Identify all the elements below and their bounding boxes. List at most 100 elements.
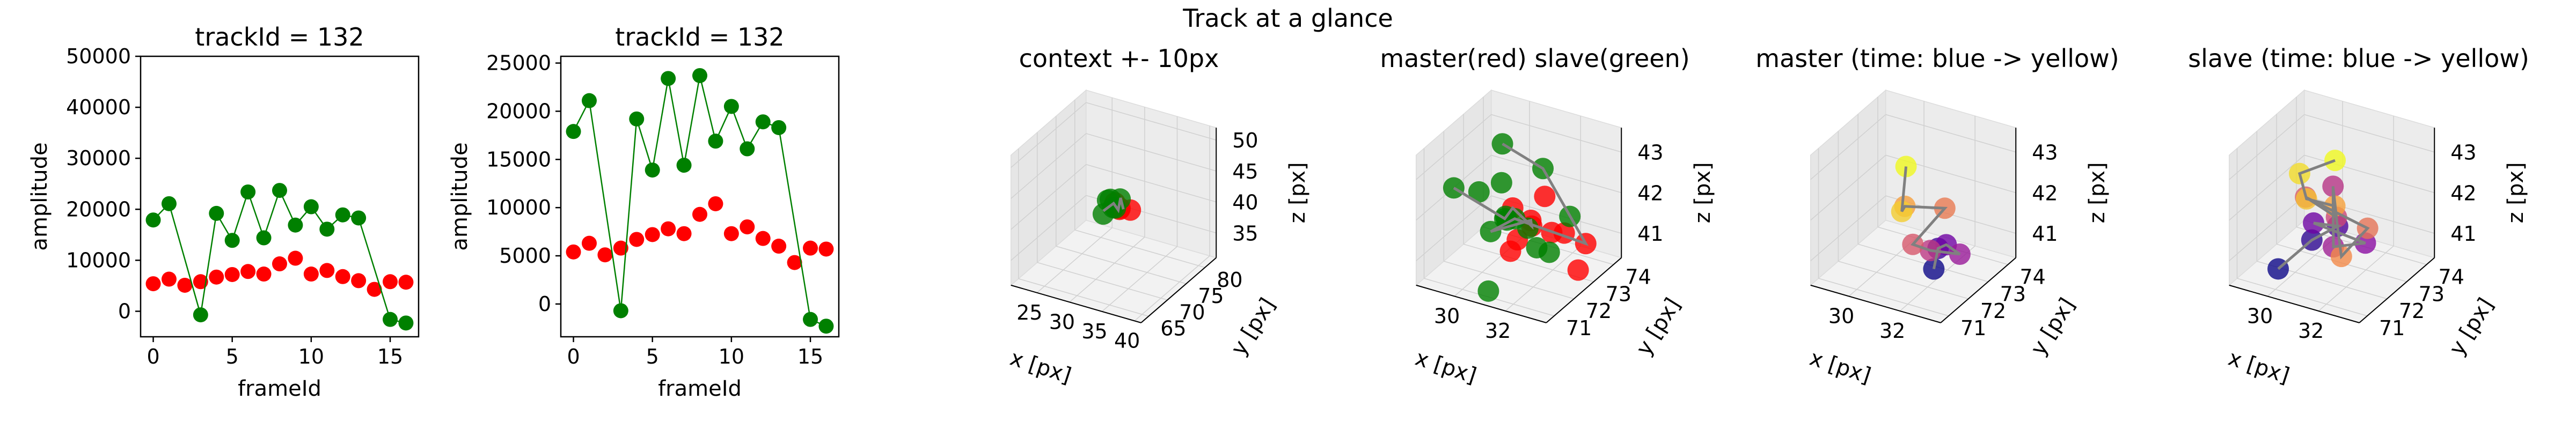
data-point <box>240 264 256 279</box>
grid-line <box>1074 230 1205 268</box>
data-point <box>319 221 335 237</box>
grid-line <box>2229 114 2305 180</box>
data-point <box>723 226 739 241</box>
grid-line <box>1857 243 1988 283</box>
grid-line <box>2304 114 2435 153</box>
x-tick-label: 15 <box>377 345 403 368</box>
data-point <box>661 221 676 236</box>
data-point <box>177 277 193 293</box>
data-point <box>740 141 755 157</box>
data-point <box>193 307 208 323</box>
z-tick-label: 41 <box>1637 222 1663 246</box>
data-point <box>1923 258 1945 280</box>
chart-title: context +- 10px <box>1019 44 1219 73</box>
x-tick-label: 10 <box>719 345 744 368</box>
y-axis-line <box>2359 257 2435 323</box>
data-point <box>613 303 628 319</box>
x-axis-line <box>1416 284 1547 323</box>
data-point <box>161 271 177 287</box>
y-tick-label: 0 <box>118 299 131 323</box>
grid-line <box>1491 114 1622 153</box>
z-axis-label: z [px] <box>1690 162 1715 223</box>
data-point <box>818 241 834 257</box>
data-point <box>723 99 739 114</box>
z-tick-label: 41 <box>2032 222 2058 246</box>
x-tick-label: 5 <box>646 345 659 368</box>
x-tick-label: 32 <box>1879 319 1905 343</box>
grid-line <box>1102 246 1177 312</box>
grid-line <box>1416 114 1492 180</box>
y-axis-label: y [px] <box>1631 294 1686 360</box>
data-point <box>755 114 771 130</box>
grid-line <box>1810 195 1886 261</box>
data-point <box>1567 259 1589 281</box>
y-tick-label: 10000 <box>486 196 551 219</box>
figure-suptitle: Track at a glance <box>1182 4 1393 33</box>
data-point <box>787 255 802 270</box>
side-pane <box>1011 89 1087 286</box>
y-axis-line <box>1546 257 1622 323</box>
y-tick-label: 71 <box>1960 316 1986 340</box>
y-tick-label: 73 <box>2419 282 2445 306</box>
data-point <box>661 71 676 86</box>
data-point <box>335 207 350 223</box>
x-tick-label: 5 <box>226 345 239 368</box>
grid-line <box>1810 154 1886 221</box>
data-point <box>1538 241 1560 263</box>
grid-line <box>1444 261 1575 299</box>
y-tick-label: 10000 <box>66 248 131 272</box>
x-axis-label: x [px] <box>1007 346 1074 389</box>
z-tick-label: 50 <box>1232 129 1258 152</box>
z-tick-label: 42 <box>2450 181 2476 205</box>
y-tick-label: 72 <box>1586 299 1612 323</box>
x-tick-label: 30 <box>1434 304 1460 328</box>
x-axis-line <box>1810 284 1941 323</box>
data-point <box>581 235 597 251</box>
y-tick-label: 5000 <box>499 244 551 268</box>
y-tick-label: 73 <box>1606 282 1631 306</box>
grid-line <box>1069 236 1145 302</box>
data-point <box>803 312 818 327</box>
data-point <box>335 269 350 284</box>
x-tick-label: 10 <box>298 345 324 368</box>
chart-1: trackId = 132 0 5 10 15 0 5000 10000 15000 20000 2… <box>448 23 840 401</box>
data-point <box>1534 186 1556 208</box>
grid-line <box>1885 114 2016 153</box>
data-point <box>1477 280 1499 302</box>
y-tick-label: 65 <box>1160 317 1186 341</box>
y-axis-label: amplitude <box>27 142 52 250</box>
grid-line <box>2229 154 2305 221</box>
grid-line <box>1491 154 1622 194</box>
z-tick-label: 43 <box>1637 141 1663 165</box>
grid-line <box>1037 262 1168 301</box>
data-point <box>692 206 707 222</box>
data-point <box>351 210 367 226</box>
y-tick-label: 74 <box>1626 265 1651 289</box>
data-point <box>288 217 303 233</box>
x-tick-label: 25 <box>1016 301 1042 324</box>
y-axis-line <box>1140 257 1217 323</box>
x-tick-label: 30 <box>1049 310 1075 334</box>
y-tick-label: 20000 <box>66 197 131 221</box>
data-point <box>803 240 818 256</box>
data-point <box>319 263 335 278</box>
y-axis-label: y [px] <box>2445 294 2499 360</box>
data-point <box>240 184 256 199</box>
grid-line <box>1818 278 1949 316</box>
y-tick-label: 30000 <box>66 146 131 170</box>
x-axis-label: x [px] <box>1806 346 1874 389</box>
y-tick-label: 15000 <box>486 147 551 171</box>
y-axis-label: amplitude <box>448 142 472 250</box>
y-tick-label: 0 <box>538 292 551 316</box>
series-line <box>573 75 826 327</box>
z-tick-label: 43 <box>2032 141 2058 165</box>
x-axis-label: x [px] <box>2225 346 2292 389</box>
y-tick-label: 50000 <box>66 45 131 68</box>
y-tick-label: 74 <box>2020 265 2046 289</box>
data-point <box>383 274 398 290</box>
y-tick-label: 71 <box>2379 316 2405 340</box>
data-point <box>597 247 613 263</box>
